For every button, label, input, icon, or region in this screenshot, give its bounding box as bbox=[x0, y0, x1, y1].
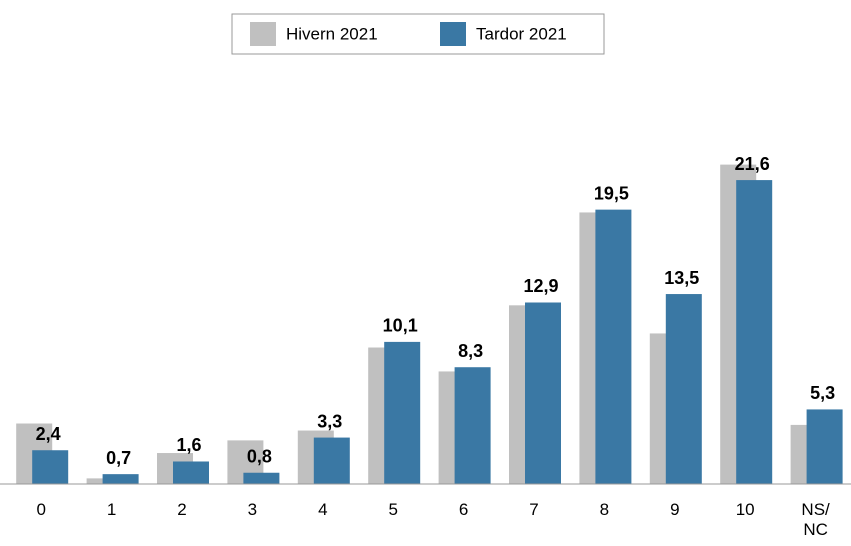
data-label: 12,9 bbox=[523, 276, 558, 296]
bar bbox=[243, 472, 280, 484]
x-tick-label: 5 bbox=[388, 500, 398, 519]
legend-label: Hivern 2021 bbox=[286, 24, 378, 43]
bar bbox=[313, 437, 350, 484]
x-tick-label: 3 bbox=[247, 500, 258, 519]
data-label: 19,5 bbox=[594, 183, 629, 203]
bar bbox=[32, 450, 69, 484]
bar bbox=[736, 180, 773, 484]
bar bbox=[454, 367, 491, 484]
data-label: 13,5 bbox=[664, 268, 699, 288]
bar bbox=[665, 294, 702, 484]
x-tick-label: 8 bbox=[599, 500, 610, 519]
data-label: 2,4 bbox=[36, 424, 61, 444]
legend-swatch bbox=[440, 22, 466, 46]
data-label: 0,7 bbox=[106, 448, 131, 468]
data-label: 3,3 bbox=[317, 411, 342, 431]
data-label: 8,3 bbox=[458, 341, 483, 361]
data-label: 10,1 bbox=[383, 316, 418, 336]
bar bbox=[384, 341, 421, 484]
x-tick-label: 2 bbox=[177, 500, 187, 519]
bar bbox=[806, 409, 843, 484]
bar bbox=[102, 474, 139, 484]
legend-swatch bbox=[250, 22, 276, 46]
x-tick-label: 6 bbox=[458, 500, 469, 519]
data-label: 1,6 bbox=[176, 435, 201, 455]
x-tick-label: NS/ NC bbox=[801, 500, 830, 539]
x-tick-label: 1 bbox=[106, 500, 117, 519]
data-label: 0,8 bbox=[247, 446, 272, 466]
x-tick-label: 7 bbox=[529, 500, 539, 519]
x-tick-label: 10 bbox=[735, 500, 755, 519]
bar bbox=[595, 209, 632, 484]
legend-label: Tardor 2021 bbox=[476, 24, 567, 43]
legend-box bbox=[231, 13, 605, 55]
data-label: 5,3 bbox=[810, 383, 835, 403]
bar bbox=[525, 302, 561, 484]
x-tick-label: 0 bbox=[36, 500, 46, 519]
bar bbox=[173, 461, 209, 484]
x-tick-label: 9 bbox=[670, 500, 680, 519]
data-label: 21,6 bbox=[735, 154, 770, 174]
x-tick-label: 4 bbox=[318, 500, 328, 519]
